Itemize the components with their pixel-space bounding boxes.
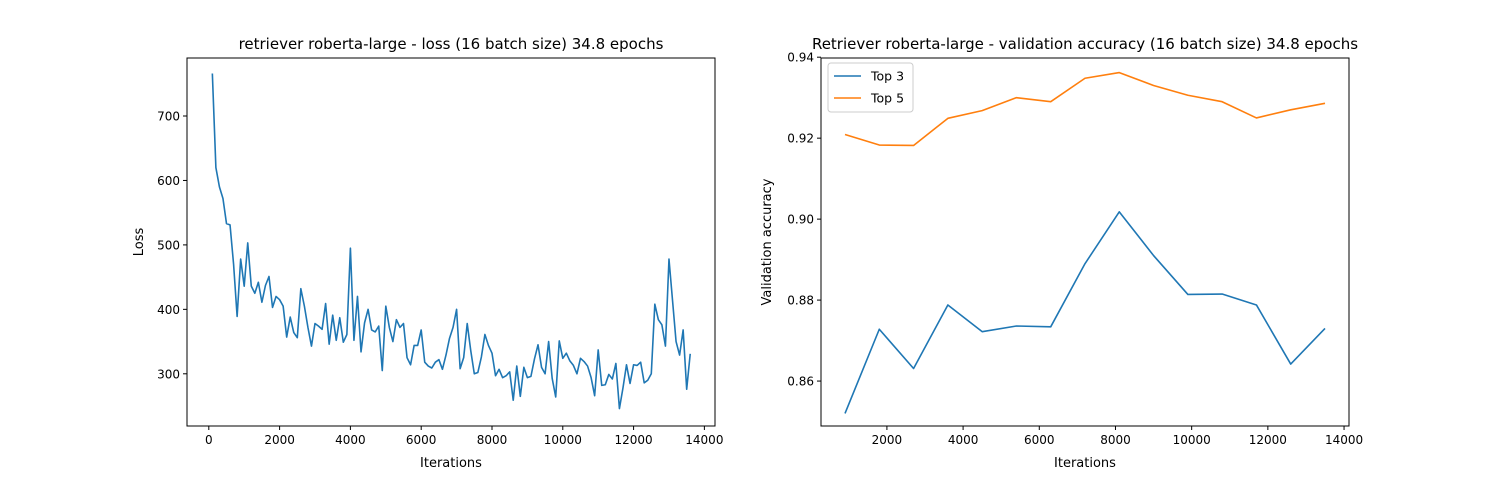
loss-chart-frame — [186, 57, 716, 427]
accuracy-chart-xtick-label: 10000 — [1173, 433, 1211, 447]
accuracy-chart-xlabel: Iterations — [1054, 456, 1116, 471]
loss-chart-xtick-label: 12000 — [614, 433, 652, 447]
loss-chart-ylabel: Loss — [132, 228, 147, 257]
legend-label-top-5: Top 5 — [870, 91, 904, 106]
loss-chart-ytick-label: 300 — [157, 367, 180, 381]
accuracy-chart-xtick-label: 2000 — [872, 433, 903, 447]
legend: Top 3 Top 5 — [827, 62, 914, 113]
accuracy-chart-ytick-label: 0.92 — [787, 132, 814, 146]
loss-chart-ytick-label: 400 — [157, 303, 180, 317]
accuracy-chart-xtick-label: 4000 — [948, 433, 979, 447]
loss-chart-title: retriever roberta-large - loss (16 batch… — [239, 35, 664, 53]
loss-chart-xtick-label: 14000 — [685, 433, 723, 447]
accuracy-chart-ylabel: Validation accuracy — [760, 178, 775, 305]
loss-chart-xtick-label: 6000 — [406, 433, 437, 447]
loss-chart-ytick-label: 600 — [157, 174, 180, 188]
loss-chart-series-line — [211, 73, 692, 410]
loss-chart-ytick-label: 700 — [157, 110, 180, 124]
loss-chart: retriever roberta-large - loss (16 batch… — [132, 35, 723, 471]
accuracy-chart-title: Retriever roberta-large - validation acc… — [812, 35, 1358, 53]
loss-chart-xtick-label: 4000 — [335, 433, 366, 447]
loss-chart-xtick-label: 0 — [205, 433, 213, 447]
accuracy-chart-xtick-label: 6000 — [1024, 433, 1055, 447]
accuracy-chart-top-5-line — [844, 71, 1326, 147]
accuracy-chart-ytick-label: 0.86 — [787, 375, 814, 389]
accuracy-chart-ytick-label: 0.94 — [787, 51, 814, 65]
accuracy-chart-xtick-label: 8000 — [1100, 433, 1131, 447]
loss-chart-ytick-label: 500 — [157, 238, 180, 252]
loss-chart-xtick-label: 2000 — [264, 433, 295, 447]
accuracy-chart-ytick-label: 0.90 — [787, 213, 814, 227]
accuracy-chart: Retriever roberta-large - validation acc… — [760, 35, 1363, 471]
loss-chart-xtick-label: 10000 — [544, 433, 582, 447]
accuracy-chart-top-3-line — [844, 211, 1326, 414]
accuracy-chart-xtick-label: 14000 — [1325, 433, 1363, 447]
loss-chart-xtick-label: 8000 — [477, 433, 508, 447]
accuracy-chart-frame — [820, 57, 1350, 427]
accuracy-chart-xtick-label: 12000 — [1249, 433, 1287, 447]
loss-chart-xlabel: Iterations — [420, 456, 482, 471]
accuracy-chart-ytick-label: 0.88 — [787, 294, 814, 308]
legend-label-top-3: Top 3 — [870, 69, 904, 84]
